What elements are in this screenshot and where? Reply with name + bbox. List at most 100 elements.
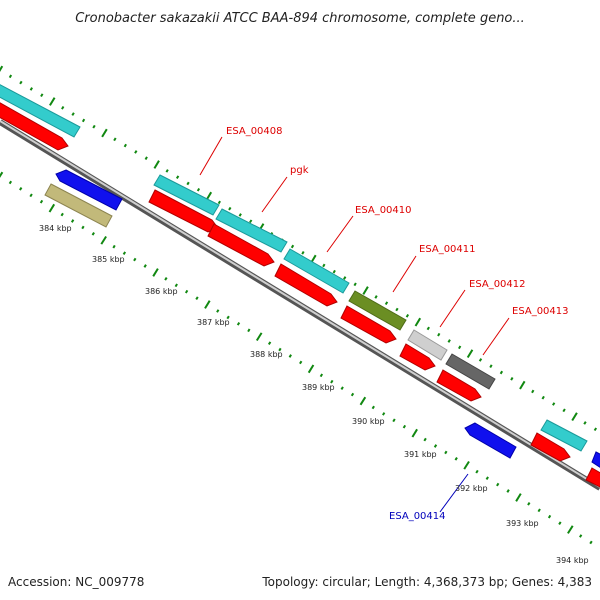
minor-tick	[447, 339, 451, 343]
minor-tick	[330, 379, 334, 384]
gene-label-esa-00411[interactable]: ESA_00411	[419, 244, 476, 255]
gene-label-esa-00410[interactable]: ESA_00410	[355, 205, 412, 216]
scale-label: 389 kbp	[302, 383, 335, 392]
scale-label: 393 kbp	[506, 519, 539, 528]
cyan-gene-block[interactable]	[215, 208, 288, 253]
minor-tick	[382, 412, 386, 416]
minor-tick	[29, 87, 33, 91]
cyan-gene-block[interactable]	[540, 419, 588, 452]
red-gene-arrow[interactable]	[530, 432, 571, 462]
major-tick	[48, 203, 56, 213]
minor-tick	[489, 364, 493, 368]
red-gene-arrow[interactable]	[585, 467, 600, 489]
minor-tick	[165, 169, 169, 173]
scale-labels: 384 kbp 385 kbp 386 kbp 387 kbp 388 kbp …	[39, 224, 589, 565]
minor-tick	[29, 193, 33, 198]
red-gene-arrow[interactable]	[340, 305, 397, 344]
blue-gene-arrow[interactable]	[464, 422, 517, 459]
red-gene-arrow[interactable]	[399, 343, 436, 371]
minor-tick	[81, 225, 85, 230]
minor-tick	[123, 143, 127, 148]
minor-tick	[81, 118, 86, 123]
red-gene-arrow[interactable]	[274, 263, 338, 307]
cyan-gene-block[interactable]	[153, 174, 220, 216]
red-gene-arrow[interactable]	[0, 100, 69, 151]
minor-tick	[506, 489, 510, 493]
major-tick	[463, 460, 470, 470]
inner-dotted-track	[0, 171, 593, 545]
minor-tick	[485, 476, 489, 480]
scale-label: 390 kbp	[352, 417, 385, 426]
minor-tick	[496, 482, 500, 487]
minor-tick	[299, 360, 303, 365]
minor-tick	[437, 332, 441, 337]
minor-tick	[196, 187, 201, 192]
major-tick	[255, 332, 263, 342]
minor-tick	[70, 219, 75, 223]
minor-tick	[589, 540, 593, 545]
blue-gene-arrow[interactable]	[55, 169, 123, 211]
dark-gray-gene-block[interactable]	[445, 353, 496, 390]
minor-tick	[8, 180, 13, 185]
minor-tick	[433, 444, 438, 448]
minor-tick	[175, 175, 180, 179]
minor-tick	[395, 307, 399, 312]
minor-tick	[478, 358, 483, 362]
scale-label: 392 kbp	[455, 484, 488, 493]
gene-label-esa-00408[interactable]: ESA_00408	[226, 126, 283, 137]
minor-tick	[133, 257, 137, 262]
minor-tick	[353, 282, 357, 287]
minor-tick	[319, 373, 324, 378]
red-gene-arrow[interactable]	[207, 223, 275, 267]
minor-tick	[454, 457, 458, 461]
minor-tick	[426, 326, 430, 331]
gene-label-esa-00413[interactable]: ESA_00413	[512, 306, 569, 317]
minor-tick	[249, 219, 253, 224]
major-tick	[100, 235, 107, 245]
minor-tick	[343, 276, 347, 280]
minor-tick	[332, 269, 336, 274]
minor-tick	[444, 450, 448, 455]
major-tick	[204, 300, 211, 309]
gene-label-esa-00414[interactable]: ESA_00414	[389, 511, 446, 522]
light-gray-gene-block[interactable]	[407, 329, 448, 361]
scale-label: 387 kbp	[197, 318, 230, 327]
red-gene-arrow[interactable]	[436, 369, 482, 402]
minor-tick	[593, 427, 598, 432]
major-tick	[153, 160, 160, 169]
cyan-gene-block[interactable]	[0, 82, 81, 138]
gene-label-esa-00412[interactable]: ESA_00412	[469, 279, 526, 290]
major-tick	[466, 349, 474, 359]
blue-gene-arrow[interactable]	[591, 451, 600, 470]
minor-tick	[583, 421, 587, 425]
minor-tick	[423, 437, 427, 442]
olive-gene-block[interactable]	[44, 183, 113, 228]
minor-tick	[236, 322, 241, 326]
major-tick	[152, 268, 159, 277]
minor-tick	[541, 395, 545, 400]
minor-tick	[371, 405, 375, 410]
accession-text: Accession: NC_009778	[8, 575, 144, 589]
minor-tick	[91, 232, 95, 236]
major-tick	[411, 428, 418, 438]
minor-tick	[278, 347, 282, 352]
minor-tick	[186, 181, 190, 186]
minor-tick	[144, 156, 148, 160]
green-gene-block[interactable]	[348, 290, 407, 331]
major-tick	[359, 396, 367, 406]
minor-tick	[537, 508, 541, 513]
minor-tick	[195, 296, 199, 300]
minor-tick	[143, 264, 147, 268]
minor-tick	[402, 424, 407, 429]
minor-tick	[510, 377, 514, 381]
major-tick	[571, 412, 578, 422]
gene-label-pgk[interactable]: pgk	[290, 165, 309, 176]
minor-tick	[8, 74, 13, 79]
outer-dotted-track	[0, 65, 598, 432]
major-tick	[0, 171, 4, 178]
scale-label: 385 kbp	[92, 255, 125, 264]
minor-tick	[558, 521, 562, 525]
cyan-gene-block[interactable]	[283, 248, 350, 294]
minor-tick	[238, 213, 242, 217]
minor-tick	[374, 295, 378, 299]
